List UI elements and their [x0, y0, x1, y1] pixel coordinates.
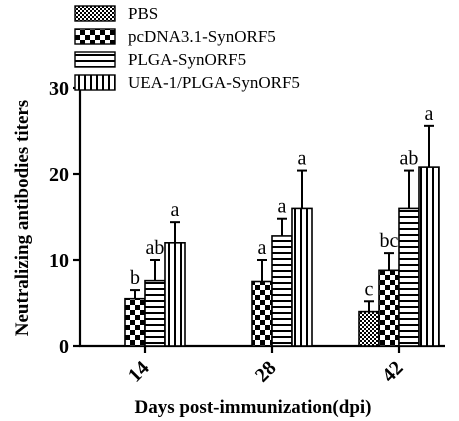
- y-tick-label: 20: [49, 164, 69, 186]
- significance-label: a: [278, 196, 287, 218]
- bar: [378, 269, 400, 347]
- x-tick-label: 42: [378, 357, 408, 387]
- significance-label: a: [258, 237, 267, 259]
- y-axis-ticks: 0 10 20 30: [49, 78, 80, 358]
- legend-label: UEA-1/PLGA-SynORF5: [128, 73, 300, 92]
- legend-label: PBS: [128, 4, 158, 23]
- legend-swatch: [74, 28, 116, 45]
- bar: [271, 235, 293, 347]
- significance-label: c: [365, 278, 374, 300]
- bar: [124, 297, 146, 347]
- legend: PBS pcDNA3.1-SynORF5 PLGA-SynORF5 UEA-1/PLG…: [74, 4, 300, 92]
- bar: [144, 279, 166, 347]
- bar: [358, 310, 380, 347]
- significance-label: bc: [380, 230, 399, 252]
- legend-swatch: [74, 5, 116, 22]
- y-tick-label: 30: [49, 78, 69, 100]
- legend-label: pcDNA3.1-SynORF5: [128, 27, 276, 46]
- y-axis-title: Neutralizing antibodies titers: [12, 100, 33, 336]
- significance-label: ab: [400, 148, 419, 170]
- bar: [398, 207, 420, 347]
- significance-label: a: [425, 103, 434, 125]
- x-tick-label: 28: [251, 357, 281, 387]
- bar: [251, 280, 273, 347]
- significance-label: ab: [146, 237, 165, 259]
- bar: [418, 166, 440, 347]
- x-axis-ticks: 14 28 42: [124, 346, 408, 387]
- x-tick-label: 14: [124, 357, 154, 387]
- legend-swatch: [74, 74, 116, 91]
- bar: [164, 242, 186, 347]
- legend-swatch: [74, 51, 116, 68]
- bar: [291, 207, 313, 347]
- significance-label: a: [298, 148, 307, 170]
- y-tick-label: 10: [49, 250, 69, 272]
- significance-label: a: [171, 199, 180, 221]
- x-axis-title: Days post-immunization(dpi): [135, 397, 372, 418]
- y-tick-label: 0: [59, 336, 69, 358]
- significance-label: b: [130, 267, 140, 289]
- legend-label: PLGA-SynORF5: [128, 50, 246, 69]
